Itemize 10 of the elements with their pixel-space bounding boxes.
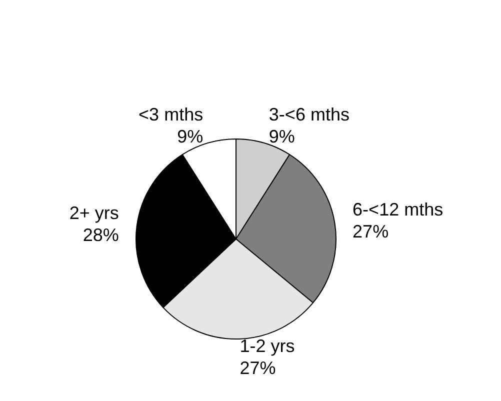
data-label: 9% bbox=[177, 126, 204, 147]
slice-label: 6-<12 mths bbox=[352, 200, 444, 220]
slice-label: <3 mths bbox=[138, 104, 204, 125]
slice-label: 1-2 yrs bbox=[240, 336, 295, 356]
slice-label: 3-<6 mths bbox=[268, 104, 350, 125]
data-label: 9% bbox=[268, 126, 295, 147]
data-label: 28% bbox=[82, 225, 119, 246]
data-label: 27% bbox=[352, 222, 389, 242]
slice-label: 2+ yrs bbox=[69, 203, 119, 224]
data-label: 27% bbox=[240, 358, 276, 378]
